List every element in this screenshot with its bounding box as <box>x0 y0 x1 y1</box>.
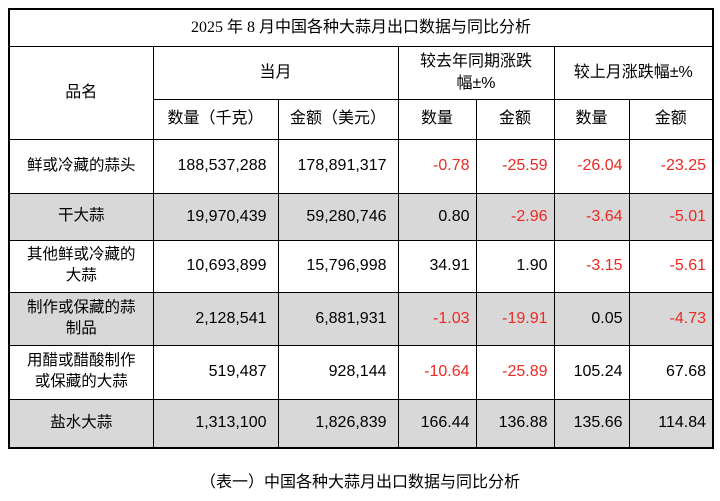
yoy-amount-pct: 1.90 <box>475 239 555 293</box>
table-row: 其他鲜或冷藏的 大蒜 10,693,899 15,796,998 34.91 1… <box>8 239 714 293</box>
mom-qty-pct: -3.64 <box>553 192 630 241</box>
header-yoy-qty: 数量 <box>397 98 477 140</box>
mom-qty-pct: -3.15 <box>553 239 630 293</box>
product-name: 盐水大蒜 <box>8 398 154 449</box>
qty-value: 19,970,439 <box>152 192 279 241</box>
amount-value: 15,796,998 <box>277 239 399 293</box>
yoy-qty-pct: -0.78 <box>397 138 477 194</box>
table-row: 鲜或冷藏的蒜头 188,537,288 178,891,317 -0.78 -2… <box>8 138 714 194</box>
yoy-amount-pct: -19.91 <box>475 291 555 346</box>
mom-qty-pct: 0.05 <box>553 291 630 346</box>
amount-value: 178,891,317 <box>277 138 399 194</box>
mom-amount-pct: 67.68 <box>628 344 714 400</box>
header-sub-row: 数量（千克） 金额（美元） 数量 金额 数量 金额 <box>9 98 714 140</box>
yoy-amount-pct: -25.89 <box>475 344 555 400</box>
yoy-qty-pct: -1.03 <box>397 291 477 346</box>
amount-value: 928,144 <box>277 344 399 400</box>
yoy-qty-pct: -10.64 <box>397 344 477 400</box>
amount-value: 59,280,746 <box>277 192 399 241</box>
garlic-export-table: 2025 年 8 月中国各种大蒜月出口数据与同比分析 品名 当月 较去年同期涨跌… <box>8 8 714 449</box>
mom-amount-pct: -5.61 <box>628 239 714 293</box>
mom-qty-pct: 135.66 <box>553 398 630 449</box>
qty-value: 1,313,100 <box>152 398 279 449</box>
yoy-amount-pct: -2.96 <box>475 192 555 241</box>
product-name: 干大蒜 <box>8 192 154 241</box>
qty-value: 10,693,899 <box>152 239 279 293</box>
mom-amount-pct: -23.25 <box>628 138 714 194</box>
yoy-amount-pct: -25.59 <box>475 138 555 194</box>
mom-amount-pct: -5.01 <box>628 192 714 241</box>
product-name: 制作或保藏的蒜 制品 <box>8 291 154 346</box>
table-row: 盐水大蒜 1,313,100 1,826,839 166.44 136.88 1… <box>8 398 714 449</box>
header-yoy-change: 较去年同期涨跌 幅±% <box>397 45 555 100</box>
yoy-amount-pct: 136.88 <box>475 398 555 449</box>
amount-value: 1,826,839 <box>277 398 399 449</box>
product-name: 其他鲜或冷藏的 大蒜 <box>8 239 154 293</box>
amount-value: 6,881,931 <box>277 291 399 346</box>
mom-amount-pct: -4.73 <box>628 291 714 346</box>
qty-value: 519,487 <box>152 344 279 400</box>
header-mom-amount: 金额 <box>628 98 714 140</box>
header-qty-kg: 数量（千克） <box>152 98 279 140</box>
product-name: 鲜或冷藏的蒜头 <box>8 138 154 194</box>
qty-value: 188,537,288 <box>152 138 279 194</box>
table-row: 用醋或醋酸制作 或保藏的大蒜 519,487 928,144 -10.64 -2… <box>8 344 714 400</box>
mom-amount-pct: 114.84 <box>628 398 714 449</box>
header-product: 品名 <box>8 45 154 140</box>
table-row: 制作或保藏的蒜 制品 2,128,541 6,881,931 -1.03 -19… <box>8 291 714 346</box>
yoy-qty-pct: 0.80 <box>397 192 477 241</box>
header-amount-usd: 金额（美元） <box>277 98 399 140</box>
product-name: 用醋或醋酸制作 或保藏的大蒜 <box>8 344 154 400</box>
table-caption: （表一）中国各种大蒜月出口数据与同比分析 <box>199 474 520 491</box>
yoy-qty-pct: 34.91 <box>397 239 477 293</box>
qty-value: 2,128,541 <box>152 291 279 346</box>
table-row: 干大蒜 19,970,439 59,280,746 0.80 -2.96 -3.… <box>8 192 714 241</box>
table-title-row: 2025 年 8 月中国各种大蒜月出口数据与同比分析 <box>8 8 714 47</box>
yoy-qty-pct: 166.44 <box>397 398 477 449</box>
mom-qty-pct: 105.24 <box>553 344 630 400</box>
header-mom-change: 较上月涨跌幅±% <box>553 45 714 100</box>
table-title: 2025 年 8 月中国各种大蒜月出口数据与同比分析 <box>8 8 714 47</box>
header-current-month: 当月 <box>152 45 399 100</box>
mom-qty-pct: -26.04 <box>553 138 630 194</box>
header-yoy-amount: 金额 <box>475 98 555 140</box>
header-mom-qty: 数量 <box>553 98 630 140</box>
header-group-row: 品名 当月 较去年同期涨跌 幅±% 较上月涨跌幅±% <box>8 45 714 140</box>
